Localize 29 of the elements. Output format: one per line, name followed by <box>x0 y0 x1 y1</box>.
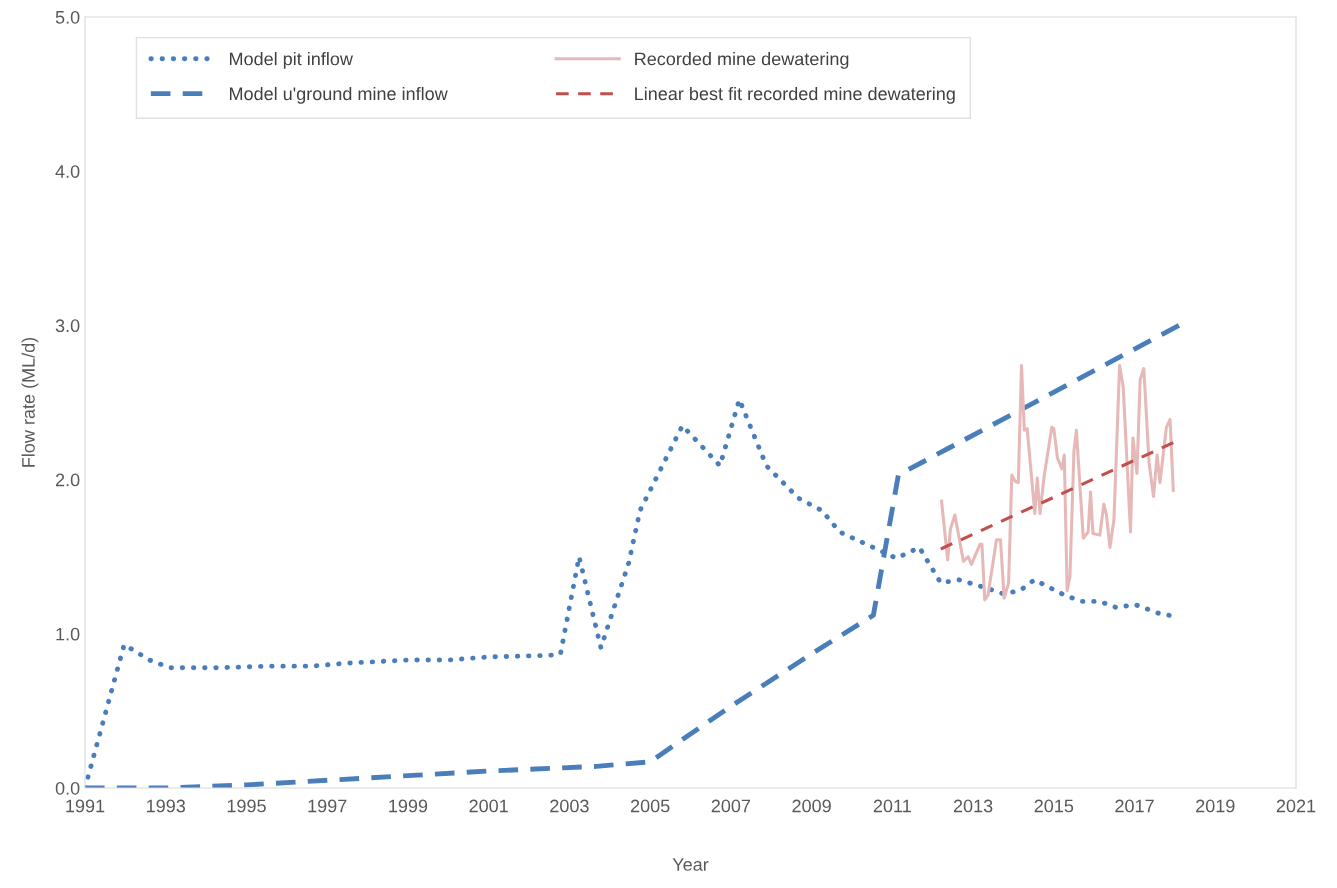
x-tick-label: 2003 <box>550 799 589 813</box>
x-axis-title: Year <box>672 858 709 871</box>
y-tick-label: 1.0 <box>56 627 80 641</box>
x-tick-label: 2021 <box>1276 799 1316 813</box>
x-tick-label: 2013 <box>953 799 993 813</box>
y-axis-title: Flow rate (ML/d) <box>21 337 39 467</box>
x-tick-label: 1995 <box>227 799 266 813</box>
x-tick-label: 2001 <box>469 799 508 813</box>
y-tick-label: 2.0 <box>55 473 80 487</box>
legend-label: Linear best fit recorded mine dewatering <box>635 86 955 104</box>
x-tick-label: 2009 <box>792 799 831 813</box>
y-tick-label: 5.0 <box>55 10 80 24</box>
legend-label: Recorded mine dewatering <box>635 52 849 69</box>
line-series <box>940 363 1175 602</box>
y-tick-label: 3.0 <box>55 319 80 333</box>
x-tick-label: 1993 <box>147 799 186 813</box>
x-tick-label: 2015 <box>1034 799 1074 813</box>
legend-label: Model pit inflow <box>229 52 353 69</box>
y-tick-label: 4.0 <box>55 165 80 178</box>
x-tick-label: 2017 <box>1115 799 1154 813</box>
legend-label: Model u'ground mine inflow <box>229 86 448 104</box>
x-tick-label: 1997 <box>308 799 347 813</box>
x-tick-label: 1991 <box>66 799 105 813</box>
x-tick-label: 2011 <box>873 799 911 813</box>
x-tick-label: 2005 <box>630 799 670 813</box>
y-tick-label: 0.0 <box>55 781 80 795</box>
x-tick-label: 2019 <box>1196 799 1235 813</box>
x-tick-label: 2007 <box>711 799 751 813</box>
x-tick-label: 1999 <box>389 799 428 813</box>
